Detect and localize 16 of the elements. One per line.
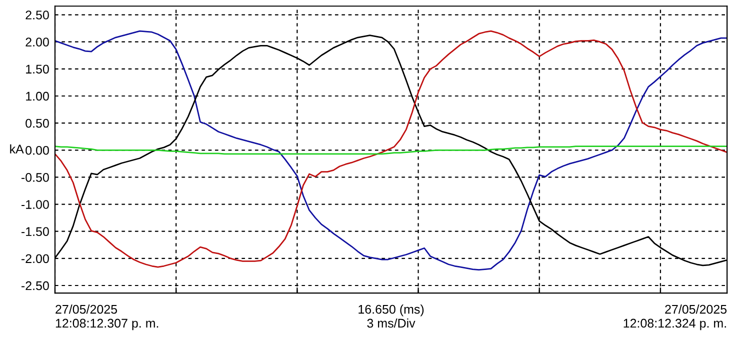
y-tick-label: -1.50 [21,227,49,236]
y-tick-label: -1.00 [21,200,49,209]
text: 27/05/2025 12:08:12.324 p. m. [624,304,727,330]
y-axis-title: kA [10,144,24,154]
y-tick-label: 2.50 [26,10,49,20]
y-tick-label: -2.50 [21,281,49,290]
y-tick-label: 2.00 [26,38,49,47]
y-tick-label: 0.50 [26,118,49,128]
y-tick-label: -0.50 [21,173,49,182]
y-tick-label: 1.50 [26,64,49,74]
y-tick-label: 0.00 [26,146,49,155]
line-series [54,146,728,155]
y-tick-label: -2.00 [21,254,49,264]
y-tick-label: 1.00 [26,92,49,101]
text: 27/05/2025 12:08:12.307 p. m. [56,304,158,330]
text: 16.650 (ms) 3 ms/Div [358,304,424,328]
